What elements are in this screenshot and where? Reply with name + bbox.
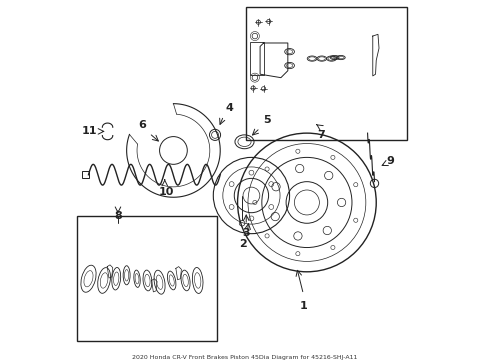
Text: 3: 3 (242, 229, 249, 238)
Bar (249, 42, 263, 75)
Text: 2: 2 (239, 239, 246, 249)
Bar (77, 216, 216, 341)
Bar (81, 171, 89, 178)
Text: 9: 9 (386, 156, 394, 166)
Text: 1: 1 (299, 301, 306, 311)
Text: 8: 8 (114, 211, 122, 221)
Bar (246, 6, 407, 140)
Text: 11: 11 (81, 126, 97, 136)
Text: 10: 10 (159, 187, 174, 197)
Text: 6: 6 (138, 120, 145, 130)
Text: 4: 4 (225, 103, 233, 113)
Text: 2020 Honda CR-V Front Brakes Piston 45Dia Diagram for 45216-SHJ-A11: 2020 Honda CR-V Front Brakes Piston 45Di… (132, 355, 356, 360)
Text: 7: 7 (316, 130, 324, 140)
Text: 5: 5 (263, 115, 271, 125)
